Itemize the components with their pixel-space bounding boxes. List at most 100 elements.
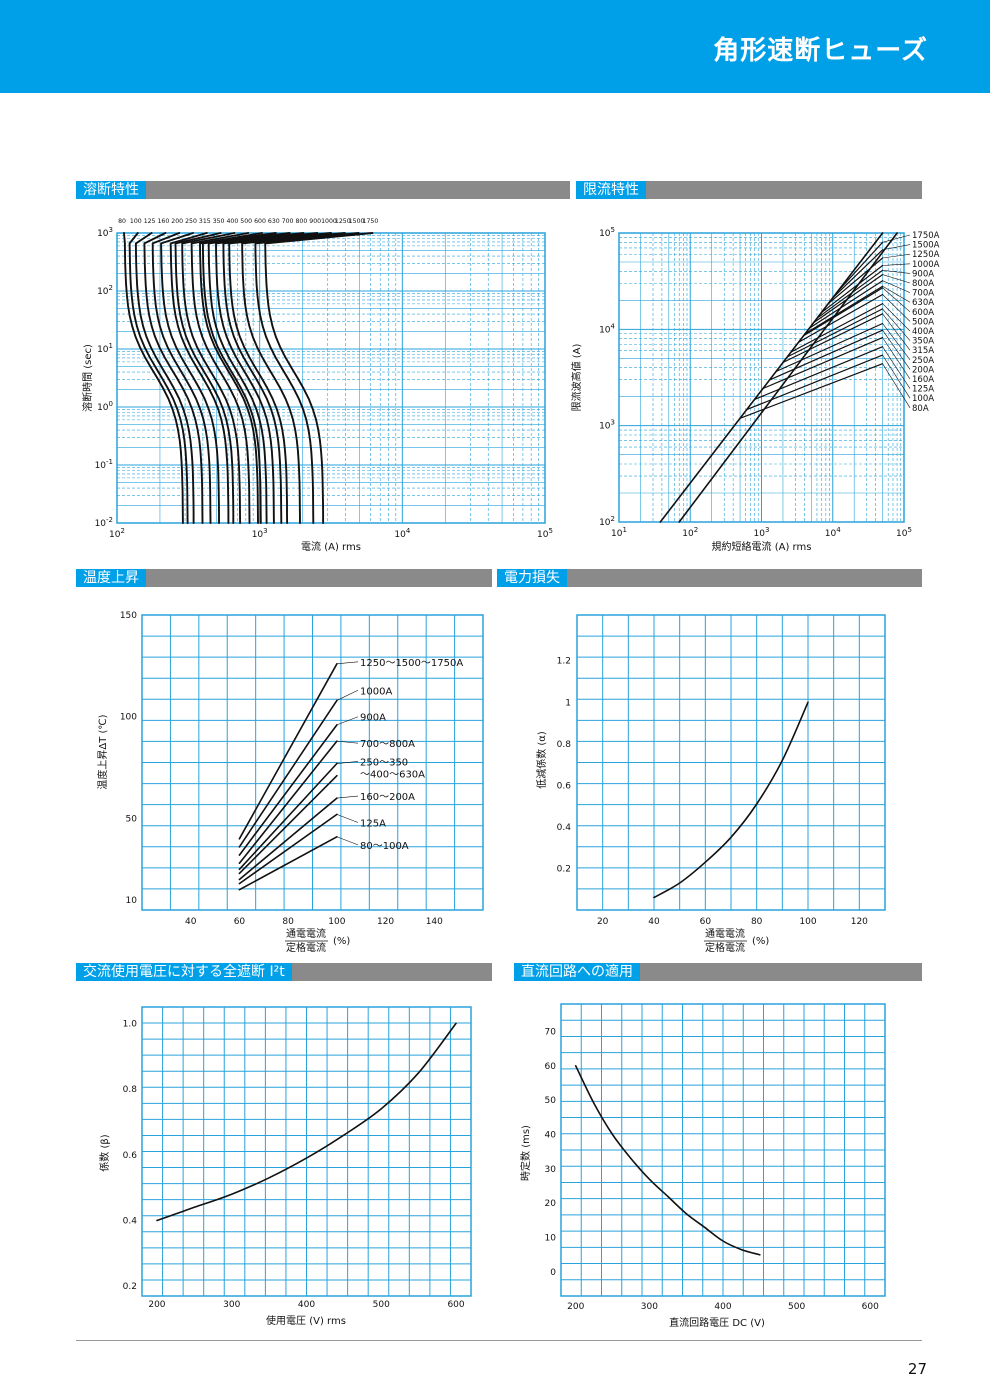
i2t-y-tick-label: 0.2	[123, 1282, 137, 1292]
melting-rating-label: 1750	[363, 218, 379, 225]
temperature-annotation: 900A	[360, 713, 386, 724]
melting-y-tick-label-base: 10	[97, 287, 109, 297]
power-loss-y-tick-label: 0.6	[557, 781, 572, 791]
limiting-cutoff-line-630A	[804, 285, 884, 335]
temperature-x-tick-label: 140	[426, 917, 443, 927]
temperature-annotation: 1000A	[360, 686, 392, 697]
melting-rating-label: 400	[226, 218, 238, 225]
limiting-series-label: 80A	[912, 404, 929, 414]
melting-rating-label: 500	[240, 218, 252, 225]
temperature-leader-line	[336, 836, 359, 846]
limiting-leader-line	[882, 280, 911, 293]
power-loss-x-tick-label: 120	[851, 917, 868, 927]
temperature-x-label-numerator: 通電電流	[286, 927, 326, 940]
melting-curve-900	[222, 232, 319, 524]
section-bar-limiting: 限流特性	[576, 181, 922, 199]
limiting-series-label: 630A	[912, 298, 934, 308]
limiting-leader-line	[882, 330, 911, 370]
dc-x-tick-label: 500	[788, 1302, 805, 1312]
limiting-series-label: 1250A	[912, 250, 940, 260]
melting-curve-350	[174, 232, 235, 524]
limiting-y-tick-label: 102	[599, 515, 615, 528]
limiting-leader-line	[882, 308, 911, 341]
limiting-x-tick-label: 105	[896, 526, 912, 539]
melting-x-tick-label-base: 10	[109, 530, 121, 540]
footer-divider	[76, 1340, 922, 1341]
power-loss-x-tick-label: 20	[597, 917, 609, 927]
dc-y-tick-label: 50	[545, 1096, 557, 1106]
power-loss-curve	[653, 701, 809, 899]
limiting-cutoff-line-800A	[813, 274, 884, 324]
i2t-x-tick-label: 400	[298, 1300, 315, 1310]
limiting-cutoff-line-350A	[786, 308, 884, 358]
limiting-cutoff-line-80A	[739, 363, 884, 419]
temperature-x-tick-label: 100	[328, 917, 345, 927]
i2t-curve	[156, 1022, 457, 1222]
melting-curve-1250	[241, 232, 346, 524]
limiting-series-label: 315A	[912, 346, 934, 356]
dc-y-tick-label: 0	[550, 1268, 556, 1278]
section-bar-melting: 溶断特性	[76, 181, 570, 199]
power-loss-y-tick-label: 1.2	[557, 657, 571, 667]
i2t-y-tick-label: 1.0	[123, 1019, 138, 1029]
page-header: 角形速断ヒューズ	[0, 0, 990, 93]
melting-rating-label: 100	[130, 218, 142, 225]
limiting-y-tick-label-exponent: 5	[611, 226, 615, 234]
melting-y-tick-label-base: 10	[95, 461, 107, 471]
limiting-y-tick-label: 104	[599, 322, 615, 335]
limiting-leader-line	[882, 263, 911, 266]
melting-rating-label: 315	[199, 218, 211, 225]
melting-x-tick-label-exponent: 5	[548, 527, 552, 535]
melting-y-tick-label: 10-1	[95, 458, 113, 471]
dc-x-tick-label: 200	[567, 1302, 584, 1312]
dc-y-axis-label: 時定数 (ms)	[519, 1125, 532, 1181]
melting-rating-label: 600	[254, 218, 266, 225]
limiting-cutoff-line-200A	[768, 329, 884, 381]
melting-y-tick-label-exponent: 2	[109, 284, 113, 292]
section-bar-power-loss: 電力損失	[497, 569, 922, 587]
limiting-leader-line	[882, 294, 911, 322]
limiting-cutoff-line-600A	[802, 287, 884, 337]
temperature-curve	[238, 762, 338, 871]
melting-y-tick-label-base: 10	[97, 345, 109, 355]
section-title-i2t: 交流使用電圧に対する全遮断 I²t	[76, 963, 292, 981]
power-loss-frame	[576, 614, 886, 911]
temperature-curve	[238, 797, 338, 881]
temperature-frame	[141, 614, 484, 911]
section-title-dc: 直流回路への適用	[514, 963, 640, 981]
limiting-leader-line	[882, 323, 911, 360]
limiting-cutoff-line-1500A	[832, 249, 884, 299]
limiting-y-tick-label-base: 10	[599, 325, 611, 335]
melting-rating-label: 800	[295, 218, 307, 225]
melting-rating-label: 350	[213, 218, 225, 225]
melting-rating-label: 200	[171, 218, 183, 225]
temperature-annotation: ～400～630A	[360, 770, 425, 781]
limiting-leader-line	[882, 313, 911, 351]
i2t-y-tick-label: 0.8	[123, 1085, 138, 1095]
limiting-y-tick-label-base: 10	[599, 229, 611, 239]
limiting-x-tick-label-base: 10	[896, 529, 908, 539]
melting-curve-200	[151, 232, 212, 524]
limiting-leader-line	[882, 287, 911, 313]
power-loss-grid	[577, 615, 885, 910]
temperature-annotation: 80～100A	[360, 841, 409, 852]
limiting-x-tick-label: 102	[682, 526, 698, 539]
limiting-leader-line	[882, 234, 911, 243]
limiting-series-label: 250A	[912, 356, 934, 366]
melting-x-tick-label-exponent: 4	[406, 527, 411, 535]
i2t-x-tick-label: 500	[373, 1300, 390, 1310]
dc-x-tick-label: 300	[641, 1302, 658, 1312]
melting-x-tick-label-exponent: 3	[263, 527, 267, 535]
melting-curve-160	[143, 232, 204, 524]
melting-y-tick-label-base: 10	[97, 403, 109, 413]
limiting-x-tick-label-base: 10	[754, 529, 766, 539]
limiting-x-tick-label-exponent: 1	[622, 526, 626, 534]
melting-rating-label: 700	[282, 218, 294, 225]
dc-x-tick-label: 400	[714, 1302, 731, 1312]
power-loss-y-axis-label: 低減係数 (α)	[535, 731, 548, 789]
power-loss-y-tick-label: 0.2	[557, 864, 571, 874]
temperature-x-tick-label: 80	[282, 917, 294, 927]
melting-y-axis-label: 溶断時間 (sec)	[81, 344, 94, 412]
dc-y-tick-label: 10	[545, 1234, 557, 1244]
